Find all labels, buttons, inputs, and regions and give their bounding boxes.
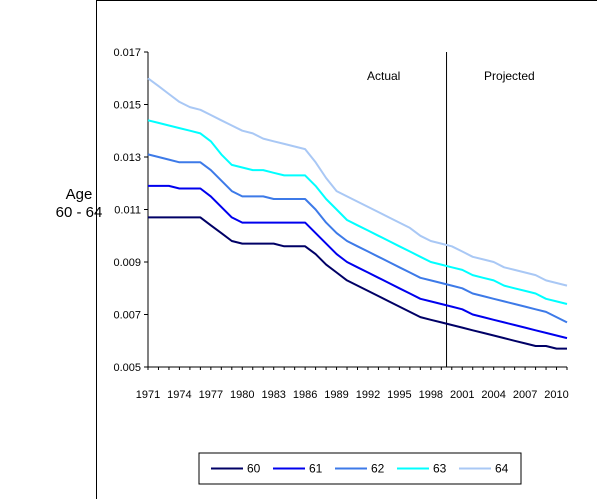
y-tick-label: 0.011 [114, 205, 141, 217]
legend-label-62: 62 [371, 462, 385, 476]
y-tick-label: 0.007 [113, 310, 141, 322]
x-tick-label: 2007 [513, 389, 537, 401]
x-tick-label: 1974 [167, 389, 191, 401]
legend-label-61: 61 [309, 462, 323, 476]
chart-frame [96, 0, 597, 499]
series-lines [147, 77, 568, 350]
y-tick-label: 0.015 [113, 100, 141, 112]
x-tick-label: 1998 [419, 389, 443, 401]
x-tick-label: 2004 [481, 389, 505, 401]
x-tick-label: 1983 [261, 389, 285, 401]
y-axis: 0.005 0.007 0.009 0.011 0.013 0.015 0.017 [113, 47, 149, 374]
y-tick-label: 0.013 [113, 152, 141, 164]
x-tick-label: 1986 [293, 389, 317, 401]
age-label-line2: 60 - 64 [55, 204, 103, 221]
age-label-line1: Age [65, 186, 93, 203]
annotation-projected: Projected [484, 69, 535, 83]
x-tick-label: 2010 [544, 389, 568, 401]
y-tick-label: 0.005 [113, 362, 141, 374]
age-range-label: Age 60 - 64 [52, 186, 106, 222]
series-line-60 [148, 216, 567, 350]
series-line-63 [147, 119, 568, 305]
legend-label-64: 64 [495, 462, 509, 476]
annotations: Actual Projected [367, 69, 535, 83]
x-tick-label: 1980 [230, 389, 254, 401]
y-tick-label: 0.017 [113, 47, 141, 59]
x-tick-label: 1995 [387, 389, 411, 401]
legend-label-63: 63 [433, 462, 447, 476]
y-tick-label: 0.009 [113, 257, 141, 269]
series-line-64 [147, 77, 568, 287]
x-tick-label: 1971 [136, 389, 160, 401]
legend-label-60: 60 [247, 462, 261, 476]
annotation-actual: Actual [367, 69, 400, 83]
legend: 60 61 62 63 64 [198, 452, 522, 485]
x-tick-label: 2001 [450, 389, 474, 401]
series-line-62 [147, 153, 568, 324]
x-axis: 1971 1974 1977 1980 1983 1986 1989 1992 1995 1998… [136, 366, 569, 401]
x-tick-label: 1989 [324, 389, 348, 401]
series-line-61 [148, 184, 568, 340]
x-tick-label: 1992 [356, 389, 380, 401]
x-tick-label: 1977 [199, 389, 223, 401]
